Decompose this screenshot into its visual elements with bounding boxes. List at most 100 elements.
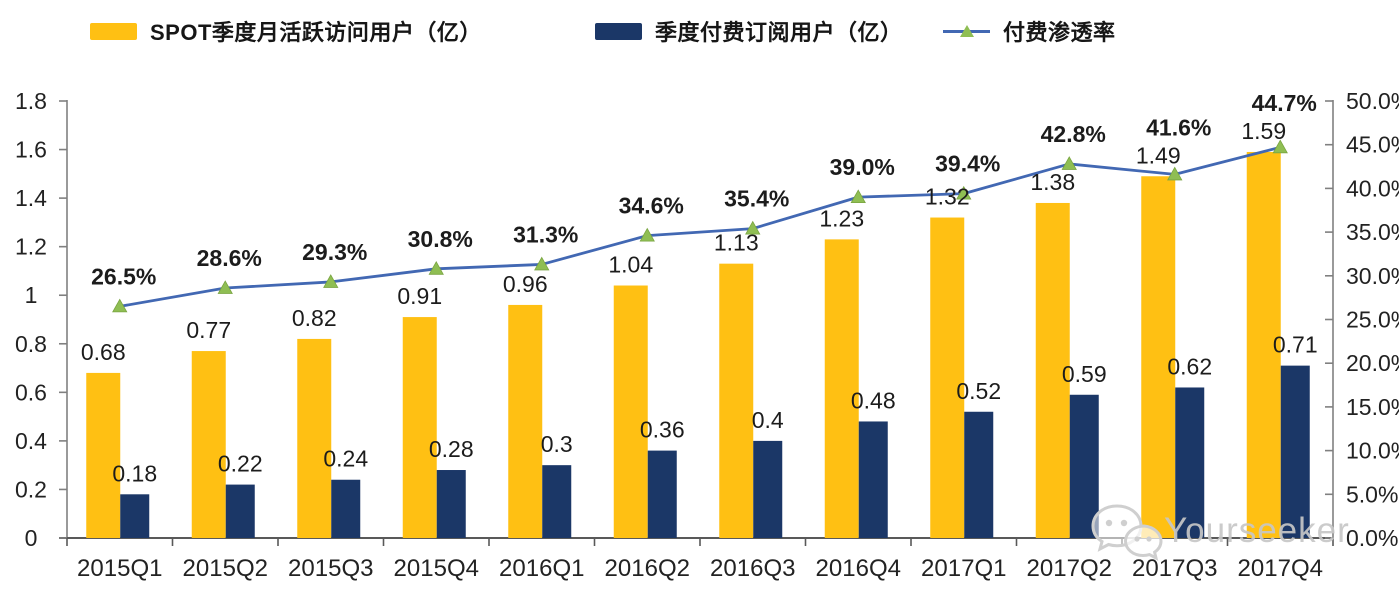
triangle-marker-icon (217, 280, 233, 294)
left-axis-tick-label: 1.4 (15, 185, 47, 211)
left-axis-tick-label: 1.6 (15, 137, 47, 163)
subscribers-bar (753, 440, 783, 538)
right-axis-tick-label: 35.0% (1346, 219, 1399, 245)
mau-bar (1035, 202, 1070, 538)
left-axis-tick-label: 0.4 (15, 428, 47, 454)
right-axis-tick-label: 10.0% (1346, 438, 1399, 464)
legend-label: SPOT季度月活跃访问用户（亿） (150, 20, 482, 45)
mau-value-label: 1.04 (608, 252, 653, 278)
penetration-value-label: 28.6% (197, 245, 262, 271)
penetration-value-label: 26.5% (91, 263, 156, 289)
penetration-value-label: 42.8% (1041, 121, 1106, 147)
category-label: 2017Q3 (1132, 555, 1217, 582)
category-label: 2015Q1 (77, 555, 162, 582)
left-axis-tick-label: 0.2 (15, 476, 47, 502)
subscribers-value-label: 0.18 (112, 460, 157, 486)
category-label: 2016Q2 (605, 555, 690, 582)
subscribers-value-label: 0.71 (1273, 332, 1318, 358)
right-axis-tick-label: 0.0% (1346, 525, 1398, 551)
triangle-marker-icon (428, 260, 444, 275)
mau-bar (191, 351, 226, 538)
triangle-marker-icon (1167, 166, 1183, 181)
subscribers-value-label: 0.62 (1167, 353, 1212, 379)
subscribers-value-label: 0.59 (1062, 361, 1107, 387)
mau-bar (297, 338, 332, 538)
mau-value-label: 0.82 (292, 305, 337, 331)
category-label: 2015Q3 (288, 555, 373, 582)
mau-bar (402, 317, 437, 538)
legend-item-subscribers: 季度付费订阅用户（亿） (595, 13, 903, 49)
penetration-value-label: 39.0% (830, 154, 895, 180)
subscribers-bar (1280, 365, 1310, 538)
mau-value-label: 1.59 (1241, 118, 1286, 144)
mau-bar (719, 263, 754, 538)
triangle-marker-icon (323, 274, 339, 288)
mau-bar (86, 372, 121, 538)
penetration-value-label: 30.8% (408, 226, 473, 252)
subscribers-bar (1069, 394, 1099, 538)
data-labels: 0.68 0.18 26.5% 0.77 0.22 28.6% 0.82 0.24 29.3% 0… (81, 90, 1318, 486)
subscribers-bar (542, 465, 572, 538)
category-label: 2016Q3 (710, 555, 795, 582)
left-axis-tick-label: 0.6 (15, 379, 47, 405)
subscribers-value-label: 0.28 (429, 436, 474, 462)
left-axis-tick-label: 1 (25, 282, 38, 308)
mau-bar (930, 217, 965, 539)
mau-value-label: 1.13 (714, 230, 759, 256)
right-axis-tick-label: 25.0% (1346, 307, 1399, 333)
penetration-polyline (119, 145, 1281, 308)
category-label: 2017Q1 (921, 555, 1006, 582)
category-label: 2015Q2 (183, 555, 268, 582)
mau-value-label: 1.32 (925, 184, 970, 210)
triangle-marker-icon (1272, 139, 1288, 154)
subscribers-value-label: 0.48 (851, 387, 896, 413)
triangle-marker-icon (745, 220, 761, 235)
left-axis-tick-label: 0 (25, 525, 38, 551)
triangle-marker-icon (960, 24, 974, 37)
subscribers-bar (436, 470, 466, 538)
left-axis-tick-label: 1.2 (15, 234, 47, 260)
triangle-marker-icon (956, 185, 972, 200)
subscribers-legend-swatch (595, 22, 642, 40)
subscribers-bar (331, 479, 361, 538)
subscribers-bar (1175, 387, 1205, 538)
penetration-value-label: 41.6% (1146, 114, 1211, 140)
subscribers-bar (225, 484, 255, 538)
legend-label: 季度付费订阅用户（亿） (655, 20, 903, 45)
legend-label: 付费渗透率 (1003, 20, 1116, 45)
subscribers-value-label: 0.52 (956, 378, 1001, 404)
mau-bar (1246, 151, 1281, 538)
subscribers-value-label: 0.4 (752, 407, 784, 433)
mau-bar (613, 285, 648, 538)
right-axis-tick-label: 15.0% (1346, 394, 1399, 420)
mau-legend-swatch (90, 22, 137, 40)
right-axis-tick-label: 5.0% (1346, 481, 1398, 507)
penetration-value-label: 39.4% (935, 151, 1000, 177)
right-axis-tick-label: 30.0% (1346, 263, 1399, 289)
mau-bar (508, 304, 543, 538)
penetration-value-label: 29.3% (302, 239, 367, 265)
legend-item-mau: SPOT季度月活跃访问用户（亿） (90, 13, 482, 49)
mau-value-label: 1.23 (819, 205, 864, 231)
subscribers-bar (858, 421, 888, 538)
triangle-marker-icon (1061, 156, 1077, 170)
subscribers-value-label: 0.22 (218, 451, 263, 477)
right-axis-tick-label: 20.0% (1346, 350, 1399, 376)
category-label: 2016Q1 (499, 555, 584, 582)
mau-value-label: 0.77 (186, 317, 231, 343)
triangle-marker-icon (850, 189, 866, 204)
mau-value-label: 1.38 (1030, 169, 1075, 195)
subscribers-value-label: 0.3 (541, 431, 573, 457)
category-label: 2017Q4 (1238, 555, 1323, 582)
category-label: 2016Q4 (816, 555, 901, 582)
legend-item-penetration: 付费渗透率 (943, 13, 1116, 49)
mau-bar (824, 239, 859, 538)
penetration-value-label: 34.6% (619, 193, 684, 219)
right-axis-tick-label: 45.0% (1346, 132, 1399, 158)
penetration-value-label: 44.7% (1252, 90, 1317, 116)
right-axis-tick-label: 40.0% (1346, 175, 1399, 201)
left-axis-tick-label: 1.8 (15, 88, 47, 114)
penetration-legend-swatch (943, 23, 990, 40)
